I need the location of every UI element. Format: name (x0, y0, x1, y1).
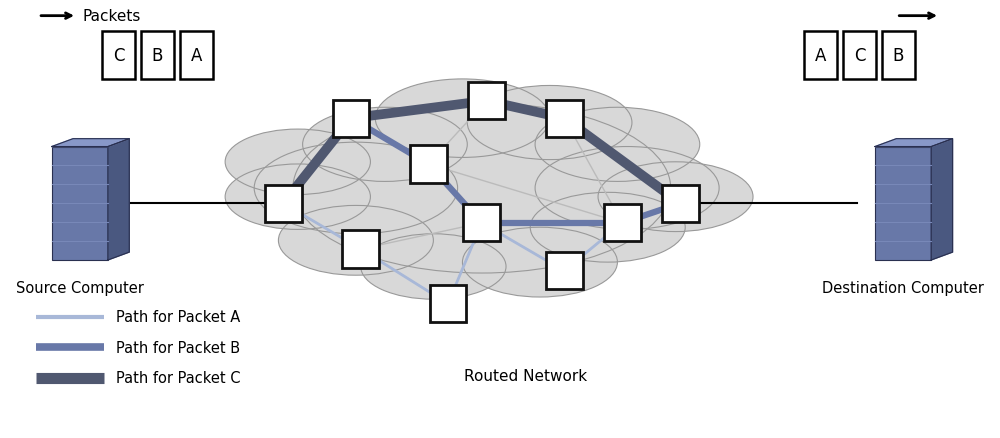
FancyBboxPatch shape (804, 32, 837, 80)
FancyBboxPatch shape (546, 253, 583, 290)
Text: B: B (152, 47, 163, 65)
Circle shape (293, 104, 671, 273)
Circle shape (535, 147, 719, 230)
FancyBboxPatch shape (604, 205, 641, 242)
FancyBboxPatch shape (875, 147, 931, 260)
FancyBboxPatch shape (843, 32, 876, 80)
Text: Path for Packet B: Path for Packet B (116, 340, 240, 355)
FancyBboxPatch shape (265, 185, 302, 222)
FancyBboxPatch shape (546, 100, 583, 138)
Circle shape (535, 108, 700, 182)
FancyBboxPatch shape (52, 147, 108, 260)
Circle shape (530, 193, 685, 262)
Circle shape (361, 234, 506, 300)
FancyBboxPatch shape (410, 146, 447, 183)
Circle shape (254, 143, 458, 234)
Polygon shape (52, 139, 129, 147)
FancyBboxPatch shape (463, 205, 500, 242)
FancyBboxPatch shape (141, 32, 174, 80)
Polygon shape (931, 139, 953, 260)
Circle shape (278, 206, 433, 276)
Circle shape (303, 108, 467, 182)
Text: B: B (893, 47, 904, 65)
Text: Packets: Packets (83, 9, 141, 24)
Circle shape (462, 228, 617, 297)
FancyBboxPatch shape (342, 231, 379, 268)
Text: A: A (815, 47, 827, 65)
Text: C: C (854, 47, 865, 65)
Text: Destination Computer: Destination Computer (822, 280, 984, 295)
Circle shape (225, 130, 370, 195)
Circle shape (225, 165, 370, 230)
Polygon shape (875, 139, 953, 147)
Circle shape (467, 86, 632, 160)
Text: A: A (190, 47, 202, 65)
FancyBboxPatch shape (180, 32, 213, 80)
Text: C: C (113, 47, 124, 65)
FancyBboxPatch shape (333, 100, 369, 138)
FancyBboxPatch shape (430, 286, 466, 322)
Text: Path for Packet A: Path for Packet A (116, 309, 240, 325)
Polygon shape (108, 139, 129, 260)
FancyBboxPatch shape (662, 185, 699, 222)
Circle shape (598, 162, 753, 232)
FancyBboxPatch shape (102, 32, 135, 80)
Text: Source Computer: Source Computer (16, 280, 144, 295)
Text: Path for Packet C: Path for Packet C (116, 371, 240, 385)
FancyBboxPatch shape (882, 32, 915, 80)
FancyBboxPatch shape (468, 83, 505, 120)
Text: Routed Network: Routed Network (464, 368, 587, 383)
Circle shape (375, 80, 550, 158)
